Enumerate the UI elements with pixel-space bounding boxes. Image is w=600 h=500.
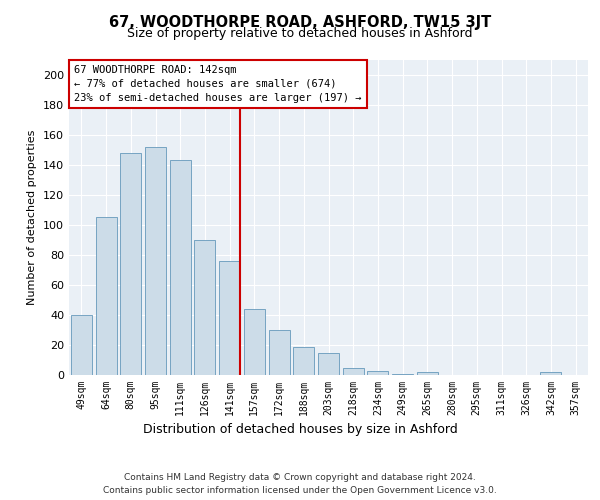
- Bar: [392, 374, 413, 375]
- Bar: [71, 315, 92, 375]
- Bar: [120, 153, 141, 375]
- Bar: [318, 352, 339, 375]
- Bar: [367, 370, 388, 375]
- Bar: [417, 372, 438, 375]
- Text: Contains public sector information licensed under the Open Government Licence v3: Contains public sector information licen…: [103, 486, 497, 495]
- Text: 67, WOODTHORPE ROAD, ASHFORD, TW15 3JT: 67, WOODTHORPE ROAD, ASHFORD, TW15 3JT: [109, 15, 491, 30]
- Text: Contains HM Land Registry data © Crown copyright and database right 2024.: Contains HM Land Registry data © Crown c…: [124, 472, 476, 482]
- Y-axis label: Number of detached properties: Number of detached properties: [28, 130, 37, 305]
- Bar: [145, 147, 166, 375]
- Bar: [541, 372, 562, 375]
- Text: Size of property relative to detached houses in Ashford: Size of property relative to detached ho…: [127, 28, 473, 40]
- Bar: [170, 160, 191, 375]
- Bar: [194, 240, 215, 375]
- Bar: [244, 309, 265, 375]
- Text: 67 WOODTHORPE ROAD: 142sqm
← 77% of detached houses are smaller (674)
23% of sem: 67 WOODTHORPE ROAD: 142sqm ← 77% of deta…: [74, 64, 362, 102]
- Bar: [269, 330, 290, 375]
- Bar: [95, 218, 116, 375]
- Bar: [293, 346, 314, 375]
- Text: Distribution of detached houses by size in Ashford: Distribution of detached houses by size …: [143, 422, 457, 436]
- Bar: [219, 261, 240, 375]
- Bar: [343, 368, 364, 375]
